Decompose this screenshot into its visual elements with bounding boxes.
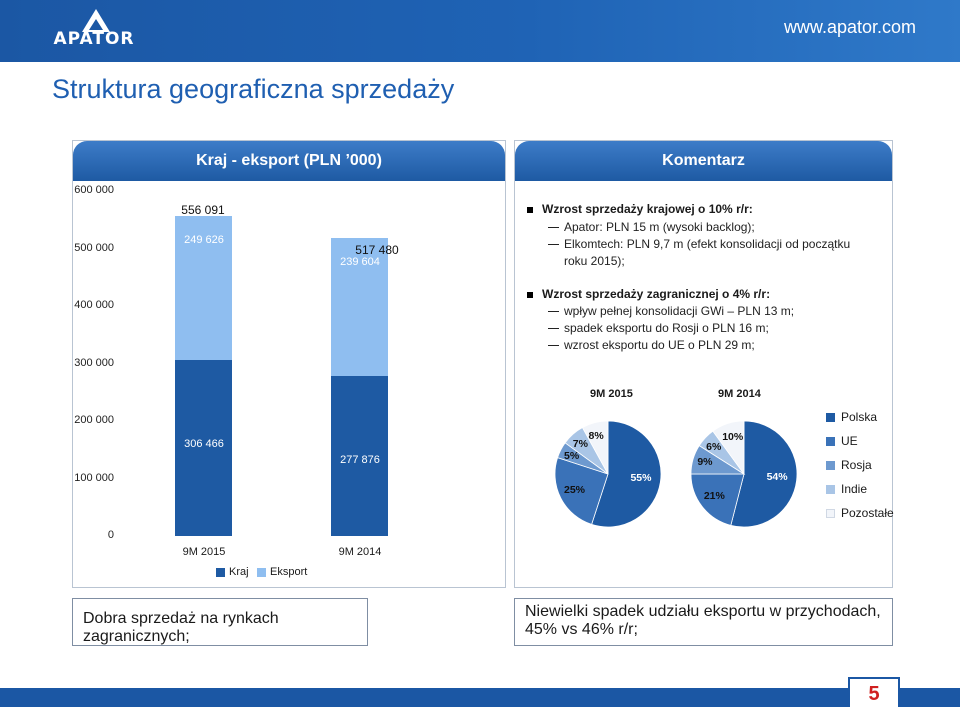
pie-legend-item: Polska: [826, 410, 877, 424]
page-number: 5: [848, 677, 900, 707]
summary-right-line-2: 45% vs 46% r/r;: [525, 621, 638, 638]
dash-icon: [548, 328, 559, 330]
y-tick-label: 300 000: [74, 356, 114, 369]
pie-slice-pozostałe: [712, 420, 745, 476]
pie-legend-swatch: [826, 509, 835, 519]
left-panel-title: Kraj - eksport (PLN ’000): [73, 141, 505, 181]
legend-kraj: Kraj: [216, 566, 249, 578]
bullet-square-icon: [527, 291, 533, 298]
y-tick-label: 0: [107, 529, 114, 541]
summary-right: Niewielki spadek udziału eksportu w przy…: [514, 598, 893, 646]
pie-value-label: 5%: [563, 449, 580, 462]
sub-text: roku 2015);: [564, 254, 625, 268]
left-panel: Kraj - eksport (PLN ’000): [72, 140, 506, 588]
bar-kraj-1: [331, 376, 388, 536]
logo-text: APATOR: [53, 29, 135, 49]
pie-slice-polska: [730, 420, 798, 528]
comment-sub: spadek eksportu do Rosji o PLN 16 m;: [548, 321, 769, 335]
pie-slice-polska: [591, 420, 662, 528]
pie-value-label: 10%: [722, 430, 744, 443]
x-category-label: 9M 2015: [182, 546, 226, 558]
pie-value-label: 8%: [588, 430, 604, 443]
pie-legend-item: Rosja: [826, 458, 872, 472]
bullet-text: Wzrost sprzedaży zagranicznej o 4% r/r:: [542, 287, 771, 301]
legend-label-kraj: Kraj: [229, 566, 249, 578]
bar-eksport-0: [175, 216, 232, 360]
sub-text: wpływ pełnej konsolidacji GWi – PLN 13 m…: [564, 304, 795, 318]
pie-value-label: 25%: [563, 484, 585, 497]
legend-swatch-kraj: [216, 567, 225, 577]
pie-legend-item: UE: [826, 434, 858, 448]
bar-eksport-1: [331, 238, 388, 377]
dash-icon: [548, 244, 559, 246]
bar-value-label: 277 876: [340, 454, 380, 467]
pie-legend-item: Indie: [826, 482, 867, 496]
pie-legend-swatch: [826, 485, 835, 495]
pie-title-2015: 9M 2015: [590, 388, 633, 400]
bullet-text: Wzrost sprzedaży krajowej o 10% r/r:: [542, 202, 753, 216]
bar-kraj-0: [175, 359, 232, 536]
pie-value-label: 6%: [706, 440, 722, 453]
pie-slice-ue: [554, 457, 609, 525]
pie-slice-pozostałe: [581, 420, 609, 475]
pie-legend-swatch: [826, 461, 835, 471]
bullet-square-icon: [527, 206, 533, 213]
y-tick-label: 400 000: [74, 299, 114, 311]
comment-bullet-1: Wzrost sprzedaży krajowej o 10% r/r:: [527, 202, 753, 216]
comment-sub: roku 2015);: [564, 254, 625, 268]
pie-value-label: 54%: [766, 471, 788, 484]
sub-text: wzrost eksportu do UE o PLN 29 m;: [564, 338, 755, 352]
summary-right-line-1: Niewielki spadek udziału eksportu w przy…: [525, 603, 881, 620]
bar-value-label: 306 466: [184, 437, 224, 450]
dash-icon: [548, 227, 559, 229]
x-category-label: 9M 2014: [338, 546, 382, 558]
pie-legend-label: Rosja: [841, 458, 872, 472]
pie-legend-swatch: [826, 437, 835, 447]
pie-value-label: 21%: [703, 490, 725, 503]
website-link[interactable]: www.apator.com: [783, 17, 916, 37]
summary-left: Dobra sprzedaż na rynkach zagranicznych;: [72, 598, 368, 646]
comment-sub: wpływ pełnej konsolidacji GWi – PLN 13 m…: [548, 304, 794, 318]
y-tick-label: 600 000: [74, 184, 114, 196]
legend-label-eksport: Eksport: [270, 566, 308, 578]
pie-slice-ue: [690, 473, 745, 526]
pie-legend-swatch: [826, 413, 835, 423]
bar-value-label: 239 604: [340, 256, 380, 269]
legend-swatch-eksport: [257, 567, 266, 577]
bar-value-label: 249 626: [184, 234, 224, 247]
pie-legend-label: Pozostałe: [841, 506, 894, 520]
y-tick-label: 100 000: [74, 471, 114, 484]
sub-text: Apator: PLN 15 m (wysoki backlog);: [564, 220, 755, 234]
page-title: Struktura geograficzna sprzedaży: [52, 74, 455, 104]
comment-sub: Apator: PLN 15 m (wysoki backlog);: [548, 220, 755, 234]
comment-bullet-2: Wzrost sprzedaży zagranicznej o 4% r/r:: [527, 287, 770, 301]
pie-title-2014: 9M 2014: [718, 388, 761, 400]
legend-eksport: Eksport: [257, 566, 307, 578]
pie-value-label: 7%: [572, 438, 588, 451]
summary-left-text: Dobra sprzedaż na rynkach zagranicznych;: [83, 610, 279, 645]
dash-icon: [548, 345, 559, 347]
apator-logo-icon: [82, 9, 110, 32]
sub-text: spadek eksportu do Rosji o PLN 16 m;: [564, 321, 769, 335]
y-tick-label: 500 000: [74, 241, 114, 254]
dash-icon: [548, 311, 559, 313]
bar-total-label: 517 480: [355, 243, 399, 258]
pie-value-label: 9%: [697, 456, 713, 469]
comment-sub: wzrost eksportu do UE o PLN 29 m;: [548, 338, 755, 352]
right-panel-title: Komentarz: [515, 141, 892, 181]
y-tick-label: 200 000: [74, 414, 114, 426]
bar-total-label: 556 091: [181, 203, 225, 218]
comment-sub: Elkomtech: PLN 9,7 m (efekt konsolidacji…: [548, 237, 850, 251]
header-banner: APATOR www.apator.com: [0, 0, 960, 62]
pie-value-label: 55%: [630, 472, 652, 485]
footer-bar: [0, 688, 960, 707]
pie-legend-item: Pozostałe: [826, 506, 894, 520]
pie-legend-label: Polska: [841, 410, 878, 424]
pie-legend-label: Indie: [841, 482, 868, 496]
sub-text: Elkomtech: PLN 9,7 m (efekt konsolidacji…: [564, 237, 851, 251]
pie-legend-label: UE: [841, 434, 858, 448]
